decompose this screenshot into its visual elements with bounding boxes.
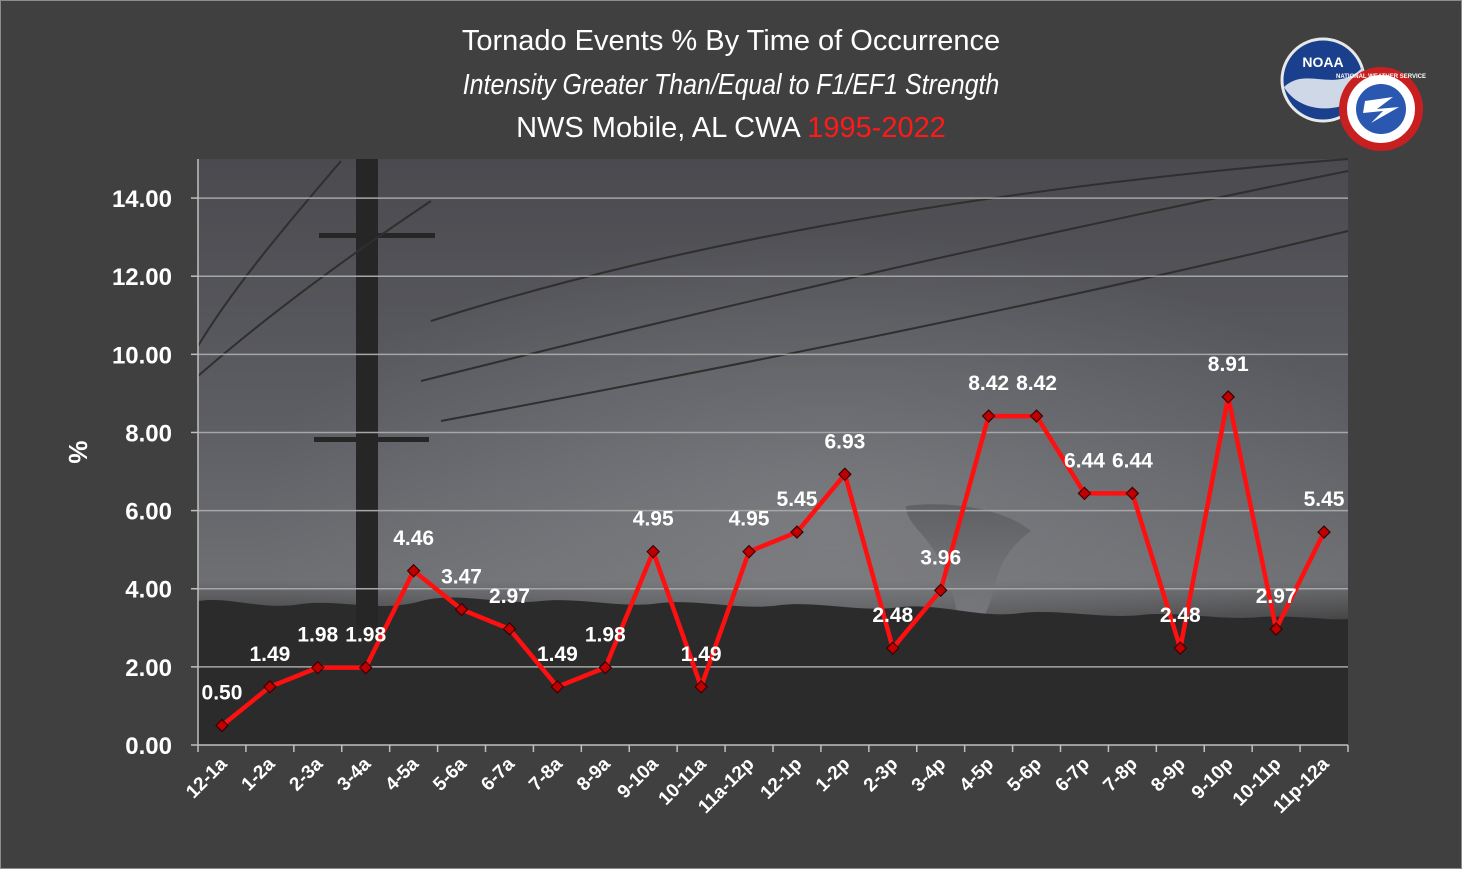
data-point bbox=[1269, 622, 1283, 636]
data-label: 3.47 bbox=[441, 565, 482, 588]
data-point bbox=[215, 718, 229, 733]
photo-pole-arm-low bbox=[314, 437, 429, 442]
data-point bbox=[742, 544, 756, 559]
data-point bbox=[406, 563, 421, 578]
axes bbox=[191, 159, 1349, 752]
data-point bbox=[1221, 390, 1236, 404]
x-tick-label: 3-4a bbox=[334, 753, 376, 795]
y-tick-label: 10.00 bbox=[112, 342, 172, 369]
y-axis-label: % bbox=[63, 440, 93, 463]
x-tick-labels: 12-1a 1-2a 2-3a 3-4a 4-5a 5-6a 6-7a 7-8a 8-9a9-1… bbox=[182, 753, 1334, 817]
photo-pole-arm-top bbox=[319, 233, 435, 238]
data-label: 6.44 bbox=[1112, 449, 1153, 472]
storm-photo-background bbox=[197, 158, 1349, 745]
data-point bbox=[885, 641, 900, 655]
data-point bbox=[263, 679, 277, 694]
gridlines bbox=[198, 197, 1348, 668]
data-label: 1.98 bbox=[585, 624, 626, 647]
data-point bbox=[310, 660, 325, 675]
data-label: 2.48 bbox=[1160, 604, 1201, 627]
x-tick-label: 1-2p bbox=[812, 754, 854, 796]
chart-title: Tornado Events % By Time of Occurrence bbox=[461, 25, 1001, 57]
data-label: 1.49 bbox=[249, 643, 290, 666]
data-label: 8.42 bbox=[968, 372, 1009, 395]
x-tick-label: 7-8p bbox=[1099, 754, 1141, 796]
data-point bbox=[1125, 486, 1140, 501]
y-tick-label: 4.00 bbox=[125, 577, 172, 604]
data-label: 1.98 bbox=[297, 624, 338, 647]
data-point bbox=[646, 544, 661, 559]
photo-treeline bbox=[198, 597, 1348, 745]
x-tick-label: 7-8a bbox=[525, 753, 567, 795]
x-tick-label: 2-3a bbox=[286, 753, 328, 795]
data-label: 5.45 bbox=[1304, 488, 1345, 511]
data-point bbox=[598, 660, 613, 675]
year-range: 1995-2022 bbox=[807, 112, 946, 144]
x-tick-label: 3-4p bbox=[908, 754, 950, 796]
data-label: 1.49 bbox=[537, 643, 578, 666]
x-tick-label: 6-7p bbox=[1052, 754, 1094, 796]
data-point bbox=[1173, 641, 1188, 655]
data-label: 5.45 bbox=[777, 488, 818, 511]
data-point bbox=[1077, 486, 1092, 501]
data-point bbox=[981, 409, 996, 423]
data-point bbox=[454, 602, 469, 617]
office-name: NWS Mobile, AL CWA bbox=[516, 112, 808, 144]
data-label: 2.48 bbox=[872, 604, 913, 627]
data-label: 6.93 bbox=[824, 430, 865, 453]
x-tick-label: 8-9p bbox=[1147, 754, 1189, 796]
x-tick-label: 6-7a bbox=[477, 753, 519, 795]
data-label: 8.91 bbox=[1208, 353, 1249, 376]
data-point bbox=[1317, 525, 1331, 539]
data-labels: 0.50 1.49 1.98 1.98 4.46 3.47 2.97 1.49 1.98 4.95… bbox=[202, 353, 1345, 705]
data-point bbox=[358, 660, 373, 675]
data-point bbox=[790, 525, 804, 539]
data-label: 6.44 bbox=[1064, 449, 1105, 472]
y-tick-label: 0.00 bbox=[125, 733, 172, 760]
x-tick-label: 1-2a bbox=[238, 753, 280, 795]
photo-pole bbox=[356, 159, 378, 629]
data-label: 0.50 bbox=[202, 681, 243, 704]
x-tick-label: 4-5a bbox=[381, 753, 423, 795]
y-tick-label: 14.00 bbox=[112, 186, 172, 213]
series-line bbox=[220, 394, 1327, 728]
noaa-logo-text: NOAA bbox=[1302, 54, 1343, 70]
data-label: 4.95 bbox=[729, 508, 770, 531]
x-tick-label: 4-5p bbox=[956, 754, 998, 796]
data-point bbox=[550, 679, 565, 694]
data-label: 4.46 bbox=[393, 527, 434, 550]
x-tick-label: 12-1a bbox=[182, 753, 232, 803]
nws-logo: NATIONAL WEATHER SERVICE bbox=[1336, 67, 1426, 151]
y-tick-label: 6.00 bbox=[125, 499, 172, 526]
data-label: 1.98 bbox=[345, 624, 386, 647]
data-label: 3.96 bbox=[920, 546, 961, 569]
data-label: 2.97 bbox=[489, 585, 530, 608]
data-label: 2.97 bbox=[1256, 585, 1297, 608]
data-point bbox=[502, 622, 517, 636]
chart-subtitle: Intensity Greater Than/Equal to F1/EF1 S… bbox=[462, 69, 1000, 101]
photo-funnel bbox=[906, 504, 1031, 626]
x-tick-label: 5-6a bbox=[429, 753, 471, 795]
data-point bbox=[838, 467, 852, 482]
x-tick-label: 2-3p bbox=[860, 754, 902, 796]
chart-office-line: NWS Mobile, AL CWA 1995-2022 bbox=[1, 112, 1461, 145]
y-tick-label: 2.00 bbox=[125, 655, 172, 682]
x-tick-label: 12-1p bbox=[757, 754, 807, 804]
y-tick-labels: 0.00 2.00 4.00 6.00 8.00 10.00 12.00 14.00 bbox=[112, 186, 172, 760]
data-point bbox=[1029, 409, 1044, 423]
x-tick-label: 8-9a bbox=[573, 753, 615, 795]
series-markers bbox=[215, 390, 1331, 733]
data-label: 1.49 bbox=[681, 643, 722, 666]
data-point bbox=[933, 583, 948, 598]
data-point bbox=[694, 679, 708, 694]
nws-logo-text: NATIONAL WEATHER SERVICE bbox=[1336, 74, 1426, 80]
series-line-layer bbox=[220, 394, 1327, 728]
x-tick-label: 5-6p bbox=[1004, 754, 1046, 796]
data-label: 4.95 bbox=[633, 508, 674, 531]
y-tick-label: 8.00 bbox=[125, 420, 172, 447]
y-tick-label: 12.00 bbox=[112, 264, 172, 291]
data-label: 8.42 bbox=[1016, 372, 1057, 395]
